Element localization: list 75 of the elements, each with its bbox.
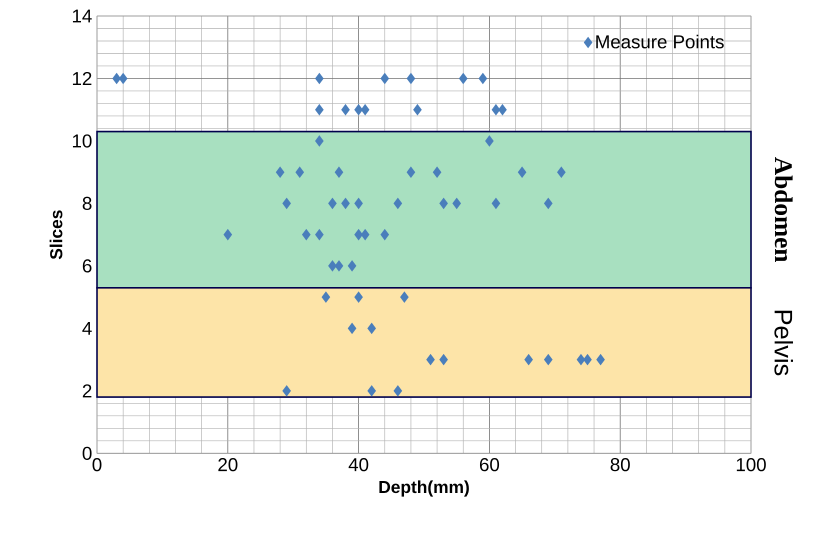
point — [498, 104, 507, 116]
point — [452, 198, 461, 210]
point — [315, 135, 324, 147]
point — [380, 72, 390, 84]
point — [439, 354, 448, 366]
point — [518, 166, 526, 178]
point — [394, 385, 402, 396]
point — [406, 72, 416, 84]
point — [458, 72, 468, 84]
y-tick-label: 4 — [82, 322, 92, 335]
point — [432, 166, 442, 178]
band-label: Pelvis — [774, 310, 794, 376]
point — [348, 322, 356, 334]
x-tick-label: 60 — [480, 458, 500, 472]
point — [118, 72, 128, 84]
point — [334, 260, 344, 272]
point — [367, 385, 376, 396]
y-tick-label: 0 — [82, 446, 92, 460]
point — [328, 198, 337, 210]
x-tick-label: 40 — [348, 458, 368, 472]
x-tick-label: 0 — [92, 458, 102, 472]
point — [354, 104, 363, 116]
point — [426, 354, 435, 366]
point — [406, 166, 416, 178]
x-axis-title: Depth(mm) — [379, 480, 469, 497]
y-tick-label: 6 — [82, 259, 92, 273]
x-tick-label: 100 — [736, 458, 766, 472]
point — [354, 292, 363, 303]
point — [354, 229, 363, 240]
y-tick-label: 14 — [72, 10, 92, 22]
point — [295, 166, 304, 178]
point — [492, 198, 500, 210]
x-tick-label: 20 — [218, 458, 238, 472]
x-tick-label: 80 — [610, 458, 630, 472]
point — [485, 135, 494, 147]
y-axis-title: Slices — [50, 210, 62, 260]
point — [276, 166, 284, 178]
y-tick-label: 12 — [72, 72, 92, 85]
point — [394, 198, 402, 210]
legend-label: Measure Points — [596, 34, 724, 48]
point — [315, 104, 324, 116]
point — [492, 104, 500, 116]
point — [360, 229, 370, 240]
band-label: Abdomen — [774, 157, 793, 262]
point — [478, 72, 488, 84]
point — [282, 385, 291, 396]
point — [360, 104, 370, 116]
point — [315, 229, 324, 240]
point — [282, 198, 291, 210]
point — [341, 104, 350, 116]
point — [322, 292, 330, 303]
point — [348, 260, 356, 272]
point — [524, 354, 533, 366]
point — [413, 104, 422, 116]
point — [380, 229, 390, 240]
point — [439, 198, 448, 210]
point — [302, 229, 311, 240]
point — [354, 198, 363, 210]
point — [112, 72, 121, 84]
point — [557, 166, 566, 178]
point — [224, 229, 232, 240]
point — [544, 198, 553, 210]
point — [341, 198, 350, 210]
point — [328, 260, 337, 272]
point — [544, 354, 553, 366]
point — [315, 72, 324, 84]
y-tick-label: 8 — [82, 196, 92, 210]
point — [596, 354, 605, 366]
point — [334, 166, 344, 178]
y-tick-label: 10 — [72, 134, 92, 148]
y-tick-label: 2 — [82, 384, 92, 398]
point — [400, 292, 409, 303]
point — [583, 354, 592, 366]
point — [367, 322, 376, 334]
point — [576, 354, 586, 366]
